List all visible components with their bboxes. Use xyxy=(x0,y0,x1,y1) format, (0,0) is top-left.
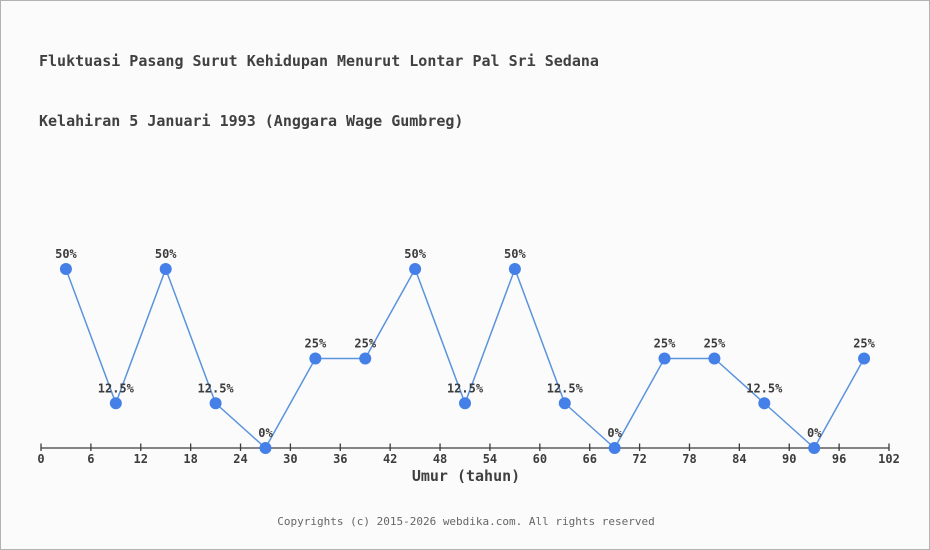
x-axis-title: Umur (tahun) xyxy=(411,467,521,485)
chart-title: Fluktuasi Pasang Surut Kehidupan Menurut… xyxy=(39,11,599,171)
x-tick-label: 24 xyxy=(233,452,247,466)
point-value-label: 12.5% xyxy=(547,381,584,395)
data-point xyxy=(109,397,122,410)
x-tick-label: 48 xyxy=(433,452,447,466)
data-point xyxy=(858,352,871,365)
point-value-label: 12.5% xyxy=(198,381,235,395)
x-tick-label: 96 xyxy=(832,452,846,466)
point-value-label: 25% xyxy=(704,337,726,351)
data-line xyxy=(65,268,865,449)
x-tick-label: 54 xyxy=(483,452,497,466)
data-point xyxy=(608,442,621,454)
point-value-label: 25% xyxy=(654,337,676,351)
x-tick-label: 84 xyxy=(732,452,746,466)
x-tick-label: 30 xyxy=(283,452,297,466)
data-point xyxy=(708,352,721,365)
data-point xyxy=(409,263,422,275)
x-tick-label: 72 xyxy=(632,452,646,466)
x-tick-label: 60 xyxy=(533,452,547,466)
point-value-label: 12.5% xyxy=(98,381,135,395)
x-tick-label: 6 xyxy=(87,452,94,466)
data-point xyxy=(558,397,571,410)
x-tick-label: 12 xyxy=(134,452,148,466)
data-point xyxy=(459,397,471,410)
point-value-label: 25% xyxy=(853,337,875,351)
point-value-label: 12.5% xyxy=(746,381,783,395)
data-point xyxy=(309,352,322,365)
x-tick-label: 90 xyxy=(782,452,796,466)
data-point xyxy=(209,397,222,410)
data-point xyxy=(359,352,372,365)
x-tick-label: 42 xyxy=(383,452,397,466)
point-value-label: 12.5% xyxy=(447,381,484,395)
data-point xyxy=(159,263,172,275)
data-point xyxy=(658,352,671,365)
data-point xyxy=(259,442,272,454)
point-value-label: 25% xyxy=(305,337,327,351)
point-value-label: 50% xyxy=(504,247,526,261)
x-tick-label: 18 xyxy=(183,452,197,466)
point-value-label: 50% xyxy=(155,247,177,261)
point-value-label: 50% xyxy=(404,247,426,261)
x-tick-label: 36 xyxy=(333,452,347,466)
x-tick-label: 102 xyxy=(878,452,900,466)
data-point xyxy=(758,397,771,410)
point-value-label: 50% xyxy=(55,247,77,261)
point-value-label: 0% xyxy=(607,426,622,440)
x-tick-label: 0 xyxy=(37,452,44,466)
chart-title-line2: Kelahiran 5 Januari 1993 (Anggara Wage G… xyxy=(39,112,464,130)
chart-title-line1: Fluktuasi Pasang Surut Kehidupan Menurut… xyxy=(39,52,599,70)
x-tick-label: 66 xyxy=(582,452,596,466)
point-value-label: 0% xyxy=(807,426,822,440)
point-value-label: 0% xyxy=(258,426,273,440)
data-point xyxy=(508,263,521,275)
data-point xyxy=(59,263,72,275)
copyright-text: Copyrights (c) 2015-2026 webdika.com. Al… xyxy=(277,515,655,528)
data-point xyxy=(808,442,821,454)
point-value-label: 25% xyxy=(354,337,376,351)
x-tick-label: 78 xyxy=(682,452,696,466)
